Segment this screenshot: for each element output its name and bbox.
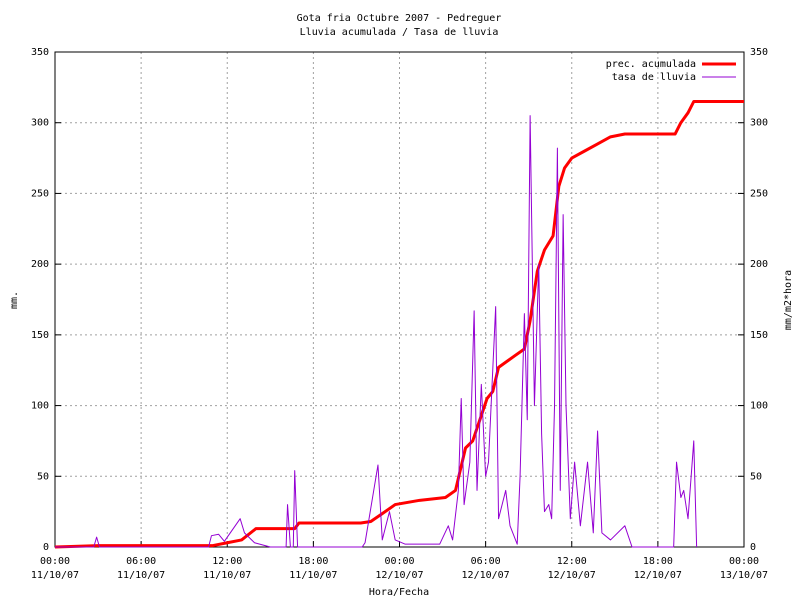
x-tick-label: 18:00 12/10/07	[634, 556, 682, 581]
y-tick-label: 250	[31, 188, 49, 199]
y2-tick-label: 250	[750, 188, 768, 199]
y-tick-label: 350	[31, 47, 49, 58]
x-tick-label: 06:00 12/10/07	[462, 556, 510, 581]
x-tick-label: 18:00 11/10/07	[289, 556, 337, 581]
chart-title: Gota fria Octubre 2007 - Pedreguer	[297, 13, 502, 24]
x-tick-label: 06:00 11/10/07	[117, 556, 165, 581]
legend-label: tasa de lluvia	[612, 72, 696, 83]
y-tick-label: 150	[31, 330, 49, 341]
y-tick-label: 100	[31, 401, 49, 412]
y2-tick-label: 50	[750, 471, 762, 482]
chart-subtitle: Lluvia acumulada / Tasa de lluvia	[300, 27, 499, 38]
y-tick-label: 0	[43, 542, 49, 553]
x-axis-label: Hora/Fecha	[369, 587, 429, 598]
y2-tick-label: 300	[750, 118, 768, 129]
y2-tick-label: 350	[750, 47, 768, 58]
y2-tick-label: 0	[750, 542, 756, 553]
y2-tick-label: 200	[750, 259, 768, 270]
y-tick-label: 200	[31, 259, 49, 270]
x-tick-label: 00:00 13/10/07	[720, 556, 768, 581]
plot-frame	[54, 51, 745, 548]
x-tick-label: 00:00 12/10/07	[375, 556, 423, 581]
y-tick-label: 50	[37, 471, 49, 482]
y2-tick-label: 100	[750, 401, 768, 412]
y-axis-label: mm.	[9, 291, 20, 309]
series-line	[55, 115, 698, 548]
y2-axis-label: mm/m2*hora	[783, 270, 794, 330]
x-tick-label: 12:00 11/10/07	[203, 556, 251, 581]
legend-label: prec. acumulada	[606, 59, 696, 70]
x-tick-label: 12:00 12/10/07	[548, 556, 596, 581]
series-line	[54, 100, 744, 549]
y2-tick-label: 150	[750, 330, 768, 341]
x-tick-label: 00:00 11/10/07	[31, 556, 79, 581]
y-tick-label: 300	[31, 118, 49, 129]
